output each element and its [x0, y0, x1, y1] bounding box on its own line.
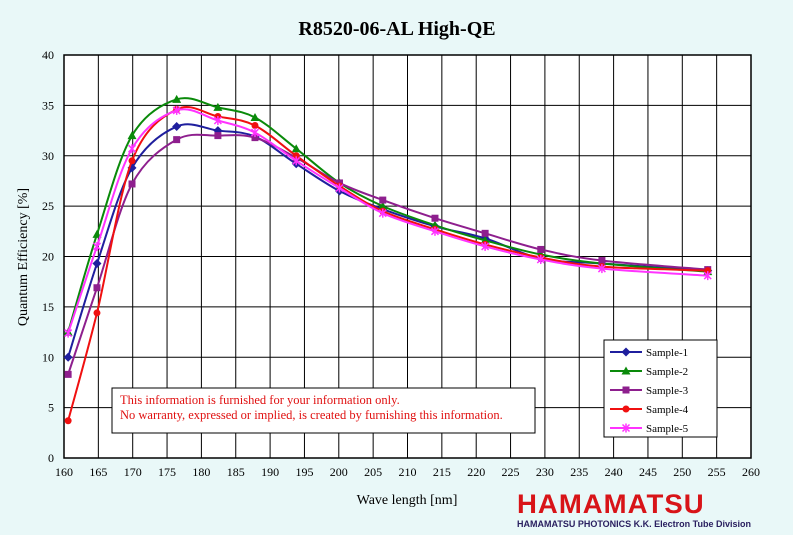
data-point — [598, 257, 606, 265]
x-tick-label: 175 — [158, 465, 176, 479]
x-tick-label: 215 — [433, 465, 451, 479]
data-point — [621, 347, 631, 357]
data-point — [214, 132, 222, 140]
data-point — [292, 152, 300, 160]
data-point — [93, 309, 101, 317]
chart-title: R8520-06-AL High-QE — [298, 18, 495, 40]
data-point — [93, 284, 101, 292]
x-tick-label: 200 — [330, 465, 348, 479]
x-tick-label: 160 — [55, 465, 73, 479]
data-point — [622, 386, 630, 394]
data-point — [64, 417, 72, 425]
data-point — [172, 94, 182, 103]
data-point — [379, 196, 387, 204]
data-point — [64, 370, 72, 378]
x-tick-label: 190 — [261, 465, 279, 479]
hamamatsu-logo: HAMAMATSU HAMAMATSU PHOTONICS K.K. Elect… — [517, 489, 777, 529]
series-sample-5 — [64, 105, 712, 338]
legend-label: Sample-3 — [646, 385, 689, 397]
legend-label: Sample-4 — [646, 404, 689, 416]
data-point — [251, 134, 259, 142]
logo-subtitle: HAMAMATSU PHOTONICS K.K. Electron Tube D… — [517, 519, 752, 529]
data-point — [622, 405, 630, 413]
legend-label: Sample-1 — [646, 347, 688, 359]
data-point — [128, 180, 136, 188]
data-point — [481, 229, 489, 237]
x-tick-label: 210 — [399, 465, 417, 479]
data-point — [621, 366, 631, 375]
x-tick-label: 185 — [227, 465, 245, 479]
disclaimer-line: This information is furnished for your i… — [120, 393, 400, 407]
y-axis-label: Quantum Efficiency [%] — [16, 188, 31, 326]
y-tick-label: 30 — [42, 149, 54, 163]
disclaimer-line: No warranty, expressed or implied, is cr… — [120, 408, 503, 422]
data-point — [172, 122, 182, 132]
legend: Sample-1 Sample-2 Sample-3 Sample-4 Sample-5 — [603, 339, 718, 438]
y-tick-label: 40 — [42, 48, 54, 62]
y-tick-label: 20 — [42, 250, 54, 264]
plot-area: 160 165 170 175 180 185 190 195 200 205 210 215 220 2… — [42, 48, 760, 479]
x-tick-label: 240 — [605, 465, 623, 479]
data-point — [250, 112, 260, 121]
x-tick-label: 195 — [295, 465, 313, 479]
data-point — [63, 352, 73, 362]
data-point — [704, 267, 712, 275]
x-tick-label: 250 — [673, 465, 691, 479]
x-tick-label: 245 — [639, 465, 657, 479]
data-point — [128, 157, 136, 165]
x-axis-label: Wave length [nm] — [357, 493, 458, 508]
x-tick-label: 170 — [124, 465, 142, 479]
data-point — [127, 131, 137, 140]
data-point — [537, 245, 545, 253]
data-point — [378, 201, 388, 210]
y-tick-label: 25 — [42, 199, 54, 213]
x-tick-label: 180 — [192, 465, 210, 479]
y-tick-label: 10 — [42, 350, 54, 364]
y-tick-label: 35 — [42, 98, 54, 112]
x-tick-label: 205 — [364, 465, 382, 479]
data-point — [173, 136, 181, 144]
x-tick-label: 220 — [467, 465, 485, 479]
y-tick-label: 0 — [48, 451, 54, 465]
data-point — [213, 102, 223, 111]
logo-wordmark: HAMAMATSU — [517, 489, 705, 519]
x-tick-label: 260 — [742, 465, 760, 479]
x-tick-label: 235 — [570, 465, 588, 479]
legend-label: Sample-5 — [646, 423, 689, 435]
disclaimer-border — [111, 387, 536, 434]
data-point — [431, 214, 439, 222]
x-tick-label: 165 — [89, 465, 107, 479]
legend-label: Sample-2 — [646, 366, 688, 378]
y-tick-label: 5 — [48, 401, 54, 415]
x-tick-label: 225 — [502, 465, 520, 479]
x-tick-label: 255 — [708, 465, 726, 479]
data-point — [92, 229, 102, 238]
data-point — [92, 259, 102, 269]
data-point — [291, 144, 301, 153]
data-point — [251, 122, 259, 130]
x-tick-label: 230 — [536, 465, 554, 479]
disclaimer-box: This information is furnished for your i… — [111, 387, 536, 434]
y-tick-label: 15 — [42, 300, 54, 314]
